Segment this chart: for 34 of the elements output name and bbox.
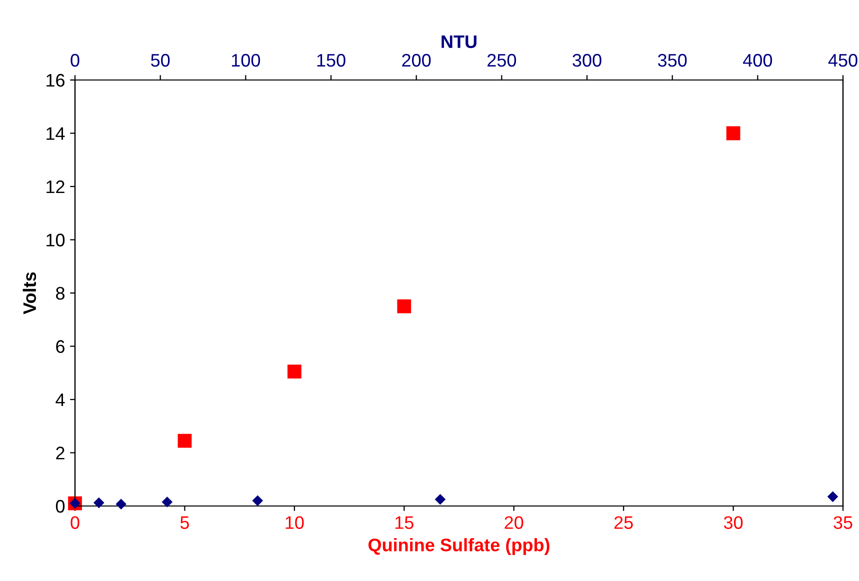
- y-tick-label: 2: [56, 446, 64, 460]
- x-tick-label: 35: [834, 516, 852, 529]
- point: [287, 364, 302, 378]
- point: [726, 126, 740, 140]
- x-tick-label: 5: [180, 516, 189, 529]
- y-tick-label: 16: [46, 74, 64, 87]
- x2-tick-label: 50: [151, 54, 170, 67]
- x2-axis-title: NTU: [442, 35, 476, 48]
- x2-tick-label: 0: [70, 54, 80, 67]
- x-tick-label: 0: [70, 516, 80, 529]
- y-tick-label: 6: [56, 340, 64, 353]
- y-axis-title: Volts: [22, 272, 36, 314]
- y-tick-label: 12: [46, 180, 64, 194]
- point: [178, 434, 192, 448]
- x-axis-title: Quinine Sulfate (ppb): [368, 538, 550, 555]
- x2-tick-label: 250: [488, 54, 516, 67]
- x-tick-label: 20: [504, 516, 524, 529]
- y-tick-label: 14: [46, 127, 65, 140]
- point: [397, 299, 412, 314]
- y-tick-label: 8: [56, 286, 64, 300]
- x2-tick-label: 200: [402, 54, 431, 67]
- x2-tick-label: 150: [317, 54, 346, 67]
- x2-tick-label: 450: [828, 54, 858, 67]
- x-tick-label: 25: [614, 516, 633, 529]
- y-tick-label: 0: [56, 500, 65, 513]
- x-tick-label: 10: [286, 516, 304, 529]
- x2-tick-label: 400: [743, 54, 772, 67]
- x-tick-label: 15: [395, 516, 414, 529]
- x2-tick-label: 100: [232, 54, 260, 67]
- x2-tick-label: 350: [658, 54, 687, 67]
- y-tick-label: 10: [46, 234, 65, 246]
- x-tick-label: 30: [724, 516, 743, 529]
- x2-tick-label: 300: [572, 54, 602, 67]
- y-tick-label: 4: [56, 394, 65, 406]
